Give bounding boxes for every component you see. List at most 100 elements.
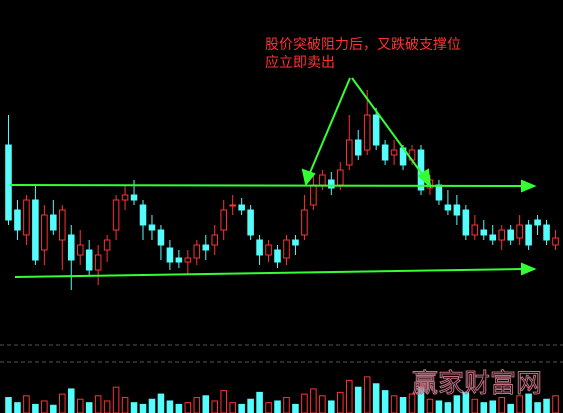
volume-bar [372, 383, 380, 413]
candle-body [301, 209, 308, 236]
volume-bar [256, 391, 263, 413]
candle-body [14, 209, 21, 231]
volume-bar [247, 398, 254, 413]
volume-bar [157, 393, 165, 413]
volume-bar [23, 395, 30, 413]
volume-bar [283, 397, 290, 413]
candle-body [229, 204, 236, 207]
volume-bar [390, 395, 398, 413]
volume-bar [103, 400, 111, 413]
candle-body [390, 149, 398, 156]
candle-body [41, 214, 48, 251]
candle-body [220, 209, 227, 231]
candle-body [94, 254, 102, 271]
candle-body [453, 204, 461, 216]
volume-bar [50, 404, 57, 413]
volume-bar [85, 402, 93, 413]
candle-body [354, 139, 362, 156]
volume-bar [211, 400, 219, 413]
candle-body [265, 244, 272, 256]
candle-body [337, 169, 344, 186]
candle-body [480, 229, 488, 236]
volume-bar [489, 400, 497, 413]
candle-body [121, 194, 129, 201]
volume-bar [112, 386, 120, 413]
volume-bar [543, 398, 550, 413]
candle-body [381, 144, 389, 161]
volume-bar [5, 397, 12, 413]
arrow-head [521, 262, 537, 276]
volume-bar [166, 400, 174, 413]
volume-bar [193, 397, 201, 413]
volume-bar [310, 388, 317, 413]
volume-bar [435, 400, 443, 413]
candle-body [23, 199, 30, 236]
candle-body [193, 244, 201, 259]
volume-bar [292, 403, 299, 413]
candle-body [67, 234, 75, 261]
trend-lines [9, 77, 537, 278]
volume-bar [175, 403, 183, 413]
arrow-head [417, 168, 432, 189]
resistance-line [9, 184, 525, 187]
volume-bar [139, 403, 147, 413]
volume-bar [59, 393, 66, 413]
volume-bar [498, 397, 505, 413]
volume-bar [94, 395, 102, 413]
candle-body [444, 204, 452, 211]
volume-bar [507, 403, 514, 413]
volume-bar [301, 393, 308, 413]
watermark: 赢家财富网 [412, 369, 542, 399]
volume-bar [354, 386, 362, 413]
volume-bar [417, 386, 425, 413]
candle-body [112, 199, 120, 231]
arrow-head [301, 168, 316, 187]
volume-bar [76, 398, 84, 413]
candle-body [76, 244, 84, 256]
candle-body [5, 144, 12, 221]
volume-bar [148, 398, 156, 413]
volume-bar [238, 403, 245, 413]
candle-body [175, 257, 183, 263]
candle-body [59, 209, 66, 241]
annotation: 应立即卖出 [265, 54, 335, 71]
candle-body [516, 224, 523, 239]
volume-bar [328, 400, 335, 413]
volume-bar [184, 402, 192, 413]
candle-body [462, 209, 470, 236]
volume-bar [14, 402, 21, 413]
candle-body [534, 219, 541, 226]
candle-body [211, 234, 219, 246]
candle-body [130, 194, 138, 201]
volume-bar [220, 390, 227, 413]
volume-bar [399, 397, 407, 413]
candle-body [32, 199, 39, 261]
candle-body [202, 244, 210, 251]
volume-bar [67, 388, 75, 413]
candle-body [184, 257, 192, 263]
volume-bar [471, 398, 479, 413]
candle-body [328, 179, 335, 189]
candle-body [292, 239, 299, 246]
candle-body [543, 224, 550, 241]
support-line [14, 268, 525, 278]
volume-bar [337, 391, 344, 413]
candle-body [238, 204, 245, 211]
volume-bar [534, 402, 541, 413]
candle-body [50, 214, 57, 231]
candle-body [283, 239, 290, 259]
volume-bar [130, 402, 138, 413]
candle-body [166, 247, 174, 263]
candle-body [139, 204, 147, 226]
pointer-line [308, 77, 351, 176]
volume-bar [274, 400, 281, 413]
candle-body [489, 234, 497, 241]
candle-body [319, 174, 326, 186]
volume-bar [480, 402, 488, 413]
volume-bar [229, 402, 236, 413]
candle-body [363, 114, 371, 151]
candle-body [471, 224, 479, 236]
